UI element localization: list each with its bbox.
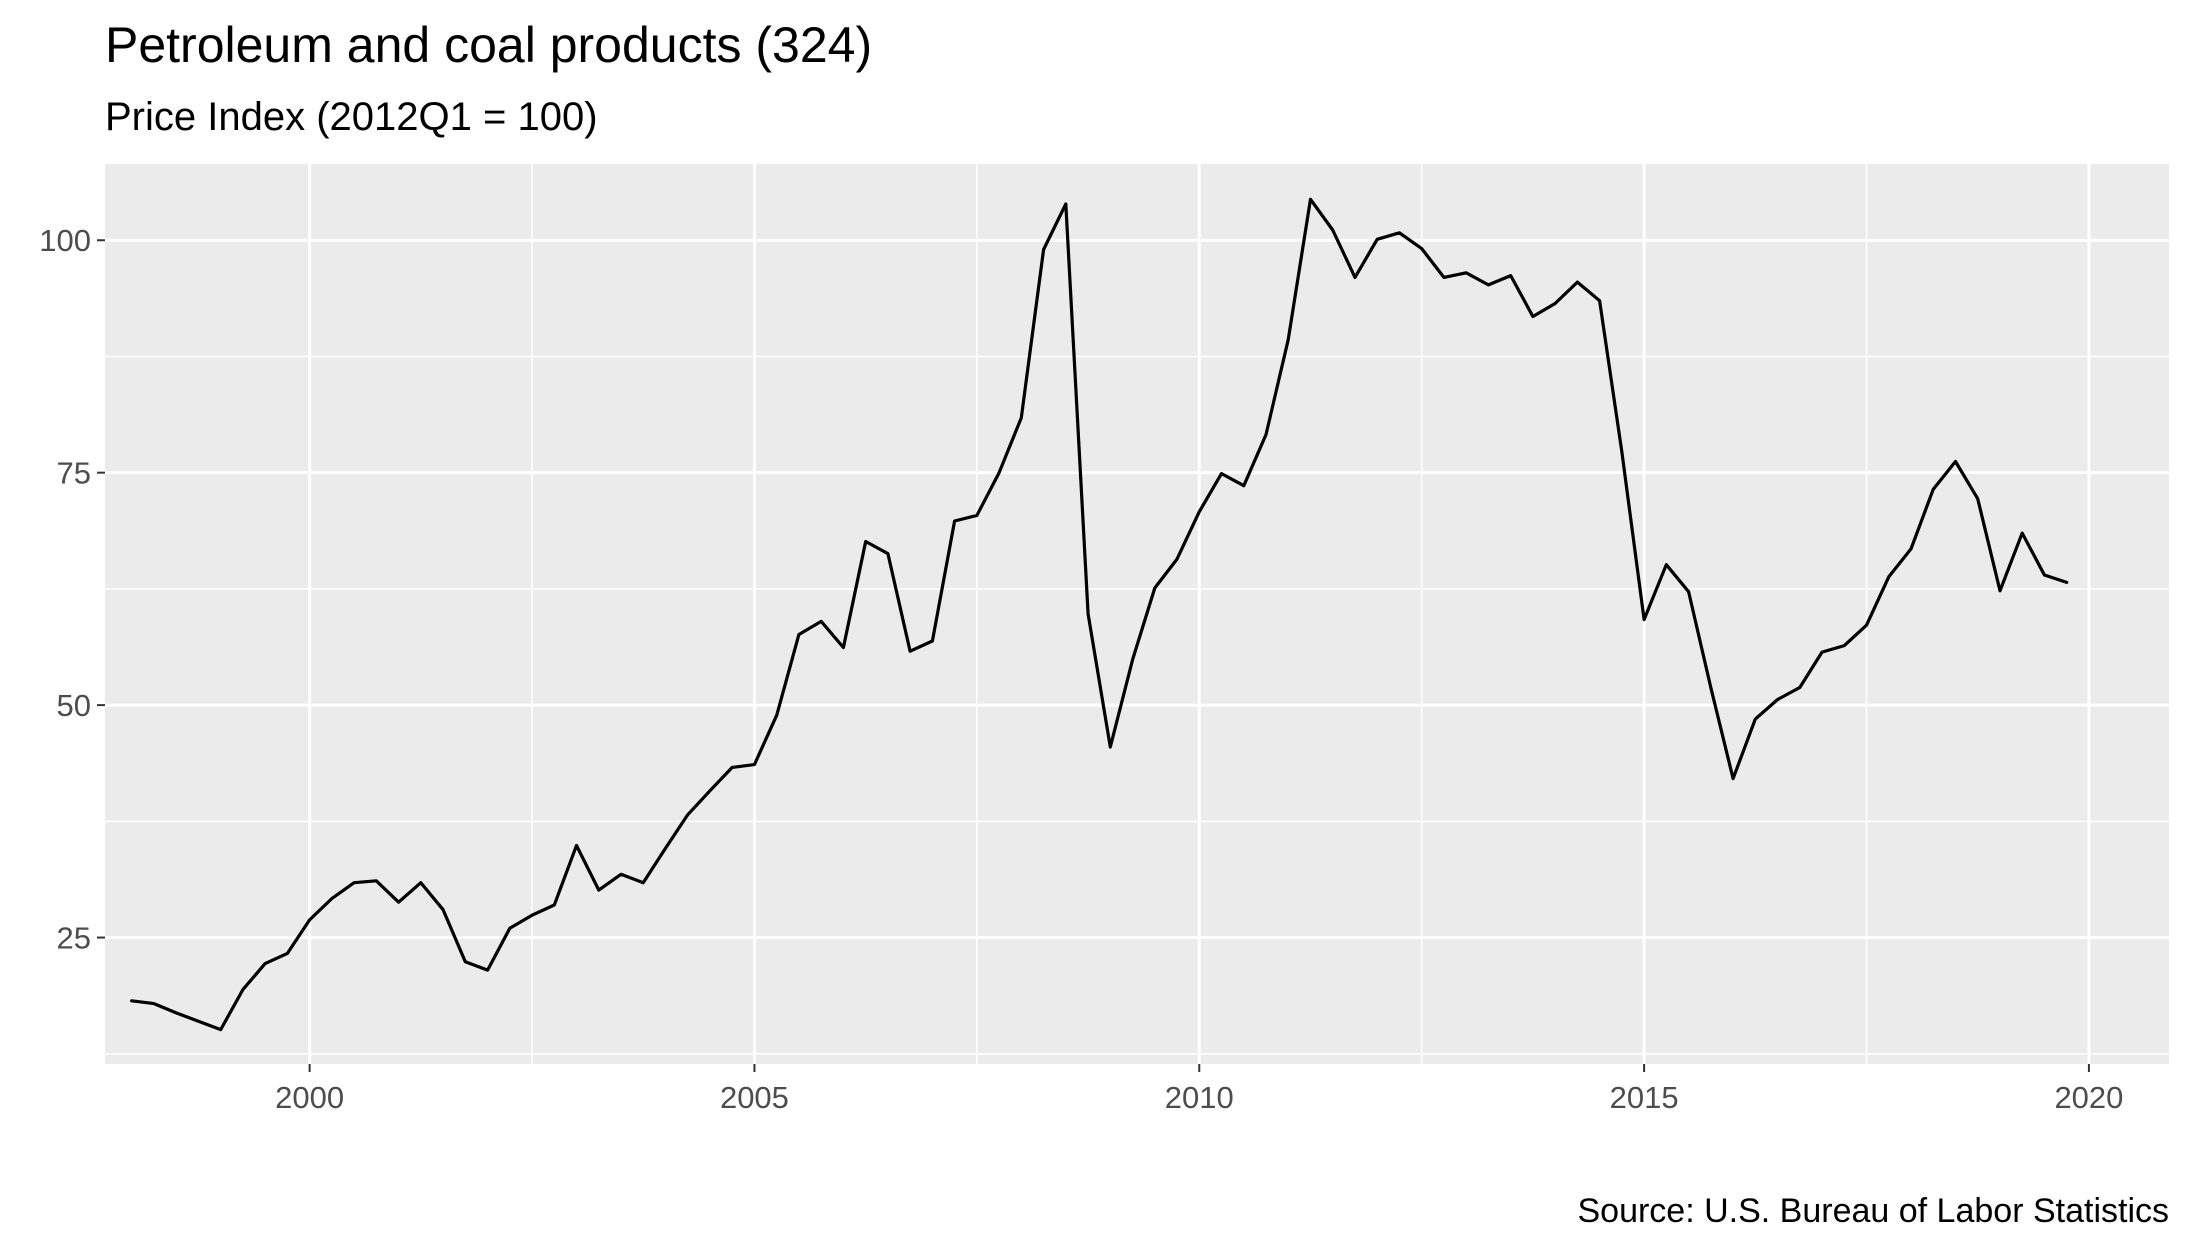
x-tick-label: 2000 xyxy=(275,1080,344,1115)
minor-gridlines xyxy=(105,164,2169,1064)
data-line-layer xyxy=(130,197,2069,1032)
chart-caption: Source: U.S. Bureau of Labor Statistics xyxy=(1577,1192,2169,1230)
chart-subtitle: Price Index (2012Q1 = 100) xyxy=(105,95,598,139)
x-tick-label: 2015 xyxy=(1610,1080,1679,1115)
series-line xyxy=(130,197,2069,1032)
major-gridlines xyxy=(105,164,2169,1064)
y-axis: 25 50 75 100 xyxy=(39,223,105,956)
y-tick-label: 75 xyxy=(57,456,91,491)
y-tick-label: 50 xyxy=(57,688,91,723)
x-tick-label: 2010 xyxy=(1165,1080,1234,1115)
x-tick-label: 2005 xyxy=(720,1080,789,1115)
x-tick-label: 2020 xyxy=(2054,1080,2123,1115)
x-axis: 2000 2005 2010 2015 2020 xyxy=(275,1064,2123,1115)
chart-title: Petroleum and coal products (324) xyxy=(105,17,872,73)
y-tick-label: 100 xyxy=(39,223,91,258)
plot-panel xyxy=(105,164,2169,1064)
y-tick-label: 25 xyxy=(57,921,91,956)
